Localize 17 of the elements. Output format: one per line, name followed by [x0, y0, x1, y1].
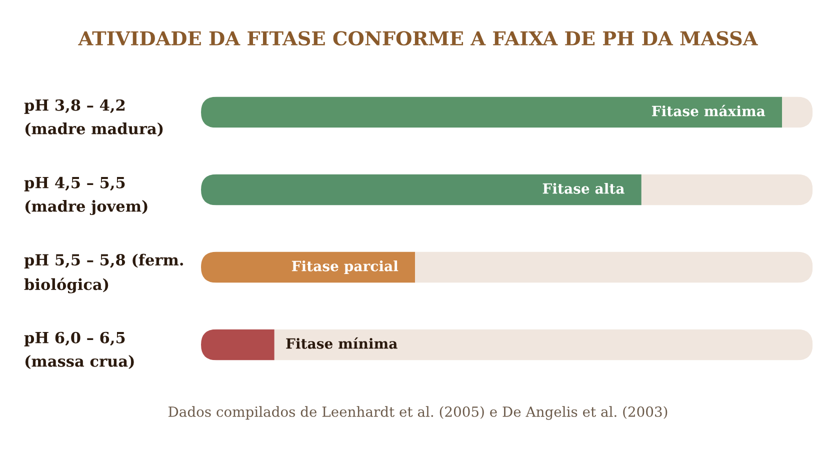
y-tick-label: pH 4,5 – 5,5 (madre jovem) — [24, 176, 148, 216]
bar — [201, 329, 274, 360]
bar — [641, 174, 813, 206]
y-tick-label: pH 6,0 – 6,5 (massa crua) — [24, 332, 134, 370]
bar — [201, 252, 416, 283]
bar — [201, 96, 782, 128]
annotation: Fitase parcial — [292, 260, 398, 274]
bar — [201, 174, 642, 206]
chart-title: ATIVIDADE DA FITASE CONFORME A FAIXA DE PH DA MASSA — [78, 31, 758, 46]
bar — [415, 252, 813, 283]
y-tick-label: pH 5,5 – 5,8 (ferm. biológica) — [24, 254, 184, 294]
annotation: Fitase alta — [542, 182, 624, 194]
text: Dados compilados de Leenhardt et al. (2005) e De Angelis et al. (2003) — [168, 406, 668, 420]
bar — [274, 329, 813, 360]
y-tick-label: pH 3,8 – 4,2 (madre madura) — [24, 99, 163, 137]
annotation: Fitase mínima — [286, 337, 398, 349]
annotation: Fitase máxima — [652, 104, 766, 116]
